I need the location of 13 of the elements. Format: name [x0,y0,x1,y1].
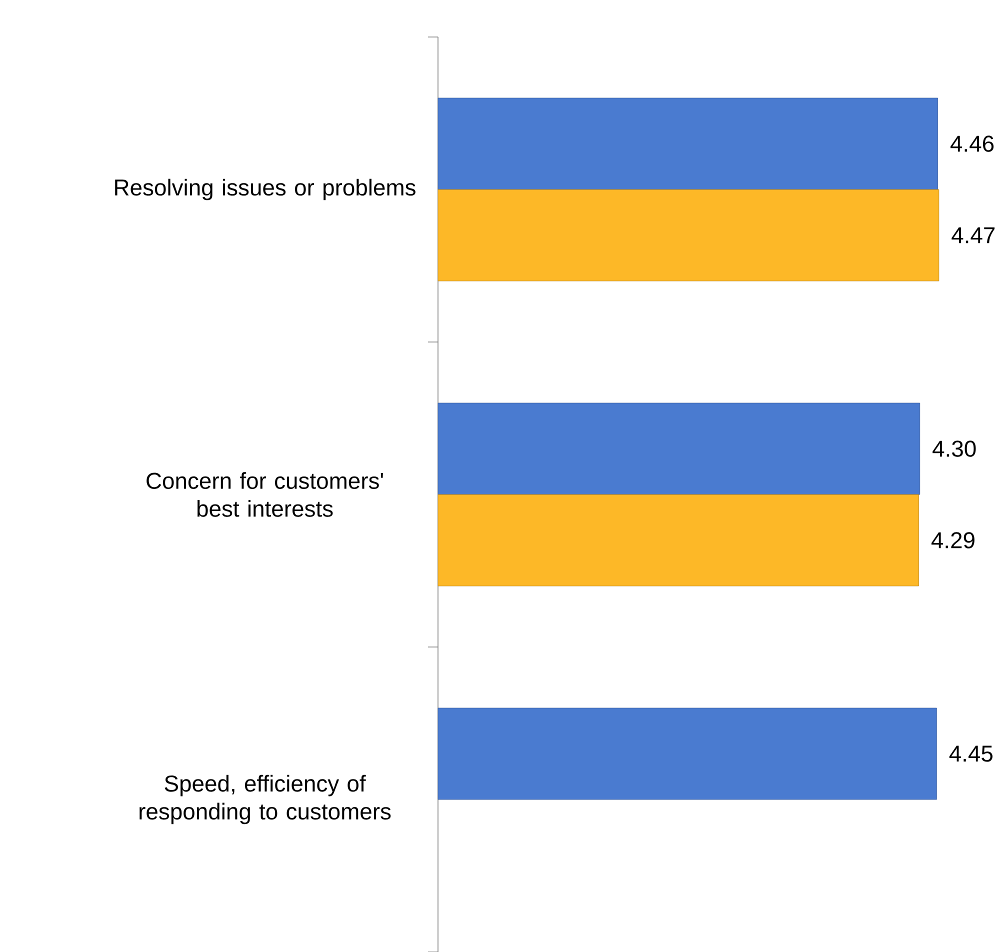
data-label: 4.45 [949,746,992,762]
data-label: 4.30 [932,440,976,457]
bar [438,708,937,800]
data-label: 4.46 [950,136,994,152]
data-label: 4.47 [952,227,995,244]
data-label: 4.29 [931,532,974,548]
y-tick-label: Resolving issues or problems [115,178,416,200]
bar [438,98,938,190]
bar [438,402,920,495]
bar [438,189,940,282]
bar [438,494,919,586]
y-tick-label: Concern for customers' best interests [146,472,383,517]
y-tick-label: Speed, efficiency of responding to customers [140,774,391,824]
